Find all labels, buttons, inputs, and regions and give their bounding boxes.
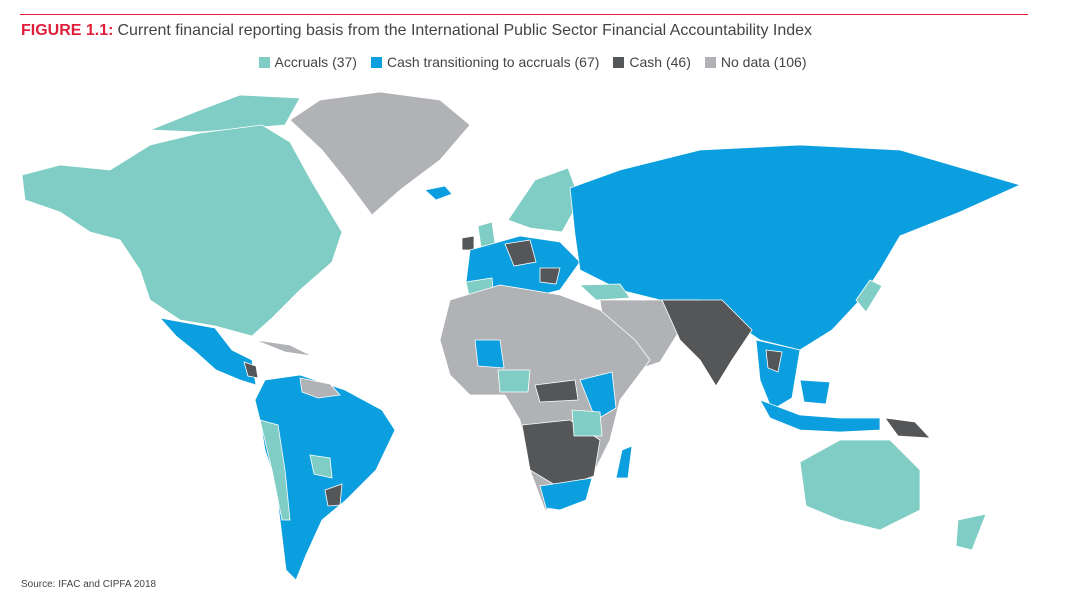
map-region bbox=[661, 299, 753, 387]
map-region bbox=[884, 417, 931, 439]
legend-label: Cash (46) bbox=[629, 54, 691, 70]
map-region bbox=[579, 371, 617, 421]
title: Current financial reporting basis from t… bbox=[117, 22, 813, 39]
map-region bbox=[539, 477, 593, 511]
map-region bbox=[149, 94, 301, 133]
map-region bbox=[299, 377, 341, 399]
header: FIGURE 1.1: Current financial reporting b… bbox=[21, 22, 812, 40]
legend-item: No data (106) bbox=[704, 54, 807, 70]
map-region bbox=[497, 369, 531, 393]
source-note: Source: IFAC and CIPFA 2018 bbox=[21, 579, 157, 590]
legend-label: No data (106) bbox=[720, 54, 807, 70]
map-region bbox=[324, 483, 343, 507]
map-region bbox=[799, 379, 831, 405]
map-region bbox=[21, 124, 343, 337]
map-region bbox=[243, 361, 259, 379]
map-region bbox=[615, 445, 633, 479]
map-region bbox=[504, 239, 537, 267]
legend-swatch bbox=[704, 56, 716, 68]
map-region bbox=[289, 91, 471, 216]
map-region bbox=[254, 339, 313, 357]
world-map bbox=[21, 91, 1022, 580]
legend-swatch bbox=[613, 56, 625, 68]
map-region bbox=[799, 439, 921, 531]
legend-item: Cash (46) bbox=[613, 54, 691, 70]
top-rule bbox=[20, 14, 1028, 15]
map-region bbox=[569, 144, 1022, 351]
map-region bbox=[461, 235, 475, 251]
map-region bbox=[158, 317, 257, 386]
map-region bbox=[424, 185, 453, 201]
map-region bbox=[765, 349, 783, 373]
legend-label: Cash transitioning to accruals (67) bbox=[386, 54, 600, 70]
map-region bbox=[955, 513, 987, 551]
legend-item: Cash transitioning to accruals (67) bbox=[370, 54, 600, 70]
legend: Accruals (37) Cash transitioning to accru… bbox=[0, 54, 1065, 70]
map-region bbox=[755, 339, 801, 411]
map-region bbox=[254, 374, 396, 580]
map-region bbox=[534, 379, 579, 403]
legend-swatch bbox=[258, 56, 270, 68]
map-region bbox=[759, 399, 881, 433]
map-region bbox=[507, 167, 581, 233]
map-region bbox=[259, 419, 291, 521]
map-region bbox=[474, 339, 505, 369]
map-region bbox=[539, 267, 561, 285]
map-region bbox=[579, 283, 631, 301]
legend-swatch bbox=[370, 56, 382, 68]
map-region bbox=[571, 409, 603, 437]
map-region bbox=[309, 454, 333, 479]
map-region bbox=[855, 279, 883, 313]
legend-label: Accruals (37) bbox=[274, 54, 357, 70]
figure-label: FIGURE 1.1: bbox=[21, 22, 114, 39]
legend-item: Accruals (37) bbox=[258, 54, 357, 70]
map-region bbox=[521, 419, 601, 489]
